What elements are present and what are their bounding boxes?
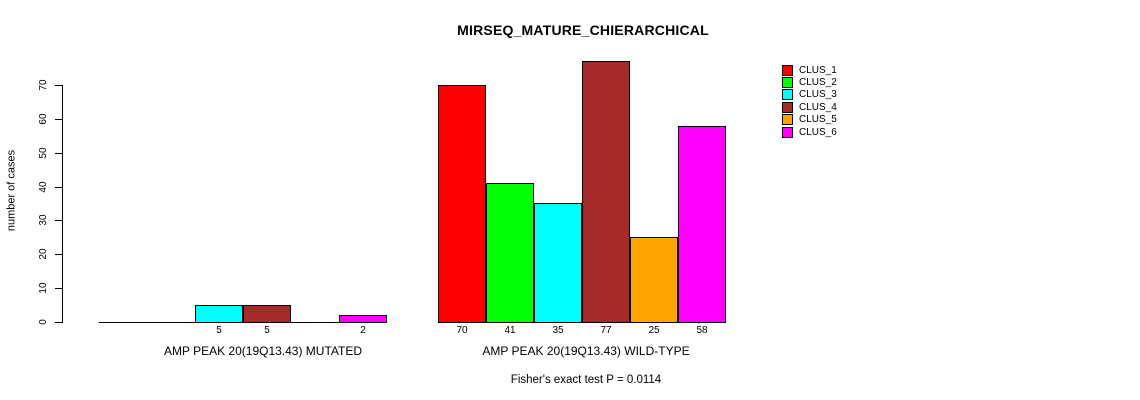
legend-label: CLUS_4 <box>799 101 837 113</box>
y-tick-mark <box>55 119 62 120</box>
bar-value-label: 5 <box>264 325 270 336</box>
y-tick-label: 50 <box>38 147 49 159</box>
legend-row-clus_1: CLUS_1 <box>782 64 837 76</box>
y-tick-mark <box>55 322 62 323</box>
bar-value-label: 77 <box>600 325 612 336</box>
y-axis-line <box>62 85 63 323</box>
y-axis-label: number of cases <box>5 149 18 232</box>
zero-bar-clus_5-mutated <box>291 322 339 323</box>
bar-value-label: 5 <box>216 325 222 336</box>
legend-row-clus_6: CLUS_6 <box>782 126 837 138</box>
legend-label: CLUS_3 <box>799 89 837 101</box>
legend-row-clus_5: CLUS_5 <box>782 114 837 126</box>
y-tick-mark <box>55 220 62 221</box>
y-tick-label: 40 <box>38 181 49 193</box>
legend-label: CLUS_1 <box>799 64 837 76</box>
bar-value-label: 58 <box>696 325 708 336</box>
y-tick-label: 0 <box>38 319 49 325</box>
bar-clus_3-mutated <box>195 305 243 323</box>
bar-clus_3-wild-type <box>534 203 582 323</box>
legend-swatch-icon <box>782 89 793 101</box>
y-tick-label: 70 <box>38 79 49 91</box>
y-tick-label: 10 <box>38 282 49 294</box>
legend-swatch-icon <box>782 77 793 89</box>
y-tick-mark <box>55 85 62 86</box>
group-label-wild-type: AMP PEAK 20(19Q13.43) WILD-TYPE <box>482 344 690 358</box>
bar-clus_5-wild-type <box>630 237 678 323</box>
legend-label: CLUS_5 <box>799 114 837 126</box>
bar-clus_1-wild-type <box>438 85 486 323</box>
y-tick-label: 30 <box>38 214 49 226</box>
y-tick-mark <box>55 254 62 255</box>
bar-value-label: 41 <box>504 325 516 336</box>
group-label-mutated: AMP PEAK 20(19Q13.43) MUTATED <box>163 344 363 358</box>
bar-value-label: 35 <box>552 325 564 336</box>
legend-row-clus_3: CLUS_3 <box>782 89 837 101</box>
bar-clus_4-wild-type <box>582 61 630 323</box>
bar-value-label: 70 <box>456 325 468 336</box>
bar-clus_6-wild-type <box>678 126 726 323</box>
zero-bar-clus_2-mutated <box>147 322 195 323</box>
legend-row-clus_2: CLUS_2 <box>782 76 837 89</box>
zero-bar-clus_1-mutated <box>99 322 147 323</box>
bar-clus_6-mutated <box>339 315 387 323</box>
legend-swatch-icon <box>782 101 793 113</box>
legend-swatch-icon <box>782 114 793 126</box>
chart-title: MIRSEQ_MATURE_CHIERARCHICAL <box>457 22 709 38</box>
bar-value-label: 2 <box>360 325 366 336</box>
bar-clus_2-wild-type <box>486 183 534 323</box>
legend-row-clus_4: CLUS_4 <box>782 101 837 113</box>
legend-swatch-icon <box>782 126 793 138</box>
legend: CLUS_1 CLUS_2 CLUS_3 CLUS_4 CLUS_5 CLUS_6 <box>782 64 837 138</box>
y-tick-label: 20 <box>38 248 49 260</box>
fisher-test-note: Fisher's exact test P = 0.0114 <box>510 374 662 386</box>
bar-clus_4-mutated <box>243 305 291 323</box>
legend-swatch-icon <box>782 64 793 76</box>
y-tick-mark <box>55 153 62 154</box>
legend-label: CLUS_2 <box>799 77 837 89</box>
y-tick-label: 60 <box>38 113 49 125</box>
y-tick-mark <box>55 187 62 188</box>
bar-value-label: 25 <box>648 325 660 336</box>
y-tick-mark <box>55 288 62 289</box>
legend-label: CLUS_6 <box>799 126 837 138</box>
